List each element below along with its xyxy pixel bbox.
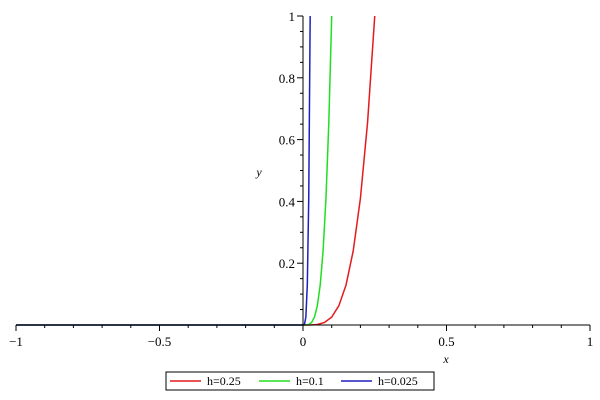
x-tick-label: −0.5 xyxy=(148,334,172,349)
y-tick-label: 0.8 xyxy=(279,71,295,86)
x-tick-label: 0.5 xyxy=(438,334,454,349)
y-tick-label: 0.6 xyxy=(279,133,296,148)
legend-label: h=0.025 xyxy=(378,374,418,388)
x-tick-label: 0 xyxy=(300,334,307,349)
y-tick-label: 0.2 xyxy=(279,256,295,271)
legend: h=0.25 h=0.1 h=0.025 xyxy=(165,371,435,391)
axes: −1 −0.5 0 0.5 1 0.2 0.4 0.6 0.8 1 xyxy=(9,9,593,349)
legend-box xyxy=(165,371,435,391)
x-tick-label: 1 xyxy=(587,334,594,349)
y-tick-label: 1 xyxy=(289,9,296,24)
plot-curves xyxy=(16,15,376,326)
x-tick-label: −1 xyxy=(9,334,23,349)
series-line-h=0.025 xyxy=(16,15,311,326)
y-axis-title: y xyxy=(255,165,262,179)
x-axis-title: x xyxy=(442,352,449,366)
legend-label: h=0.25 xyxy=(207,374,241,388)
series-line-h=0.1 xyxy=(16,15,333,326)
y-tick-label: 0.4 xyxy=(279,194,296,209)
legend-label: h=0.1 xyxy=(296,374,324,388)
